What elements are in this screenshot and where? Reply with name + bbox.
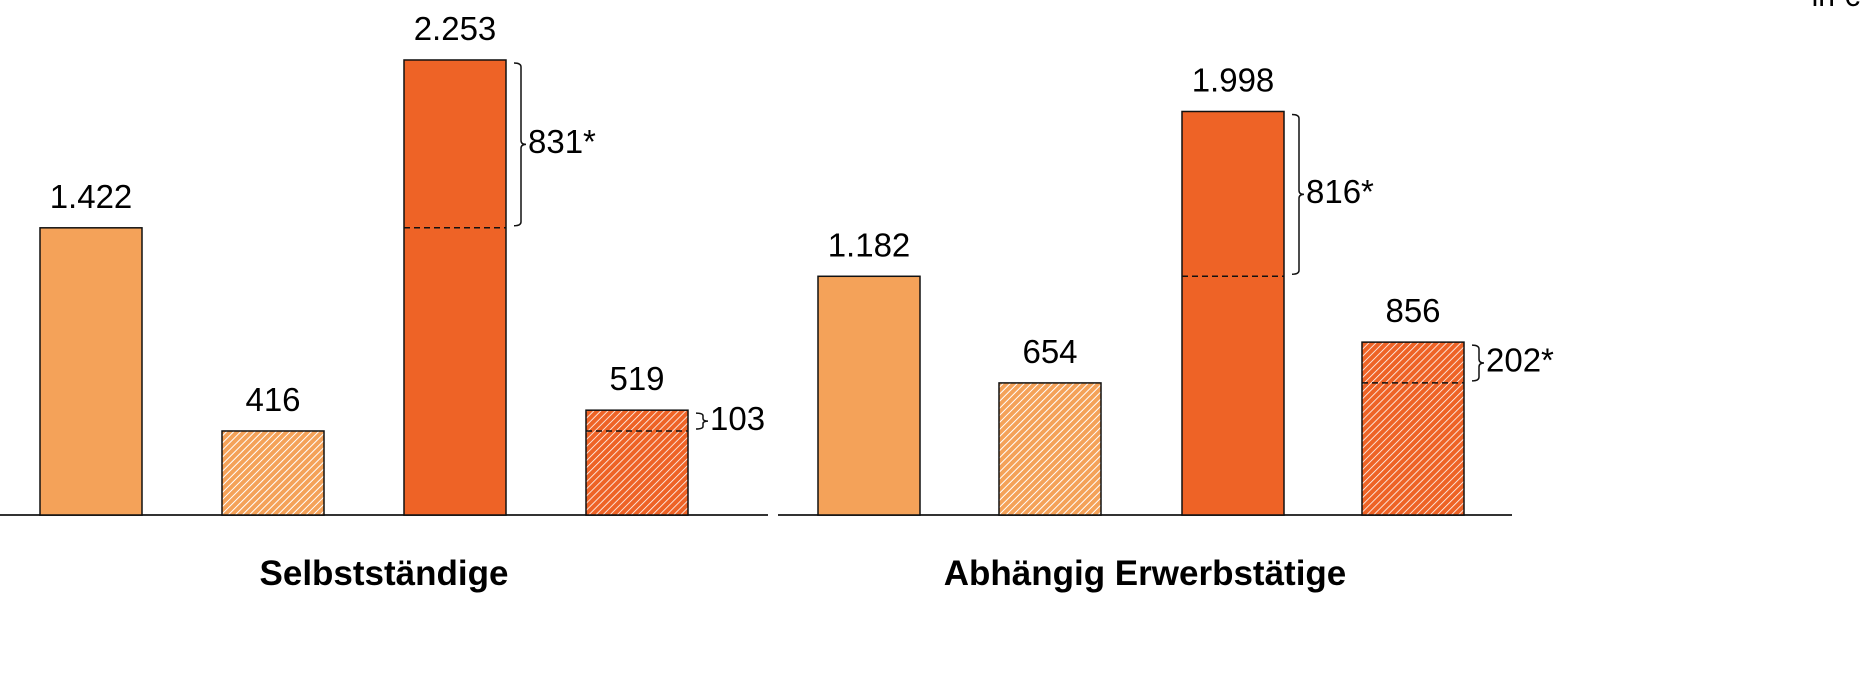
bar-value-label: 1.998 bbox=[1192, 61, 1275, 98]
bar-group-2-1: 1.182 bbox=[817, 226, 921, 516]
bar-group-2-4: 856 202* bbox=[1361, 292, 1554, 516]
bar-group-1-1: 1.422 bbox=[39, 178, 143, 516]
difference-label: 103 bbox=[710, 400, 765, 437]
bar-value-label: 2.253 bbox=[414, 10, 497, 47]
bar bbox=[817, 275, 921, 516]
bar bbox=[403, 59, 507, 516]
bar bbox=[1181, 110, 1285, 516]
bar-group-1-4: 519 103 bbox=[585, 360, 765, 516]
bar bbox=[585, 409, 689, 516]
bar-group-2-2: 654 bbox=[998, 333, 1102, 516]
bar-value-label: 856 bbox=[1385, 292, 1440, 329]
bar bbox=[39, 227, 143, 516]
bar-group-2-3: 1.998 816* bbox=[1181, 61, 1374, 516]
bar-value-label: 416 bbox=[245, 381, 300, 418]
bar-value-label: 519 bbox=[609, 360, 664, 397]
bar bbox=[221, 430, 325, 516]
bar-value-label: 1.422 bbox=[50, 178, 133, 215]
group-label: Selbstständige bbox=[260, 554, 509, 593]
bar-value-label: 1.182 bbox=[828, 226, 911, 263]
difference-label: 816* bbox=[1306, 173, 1374, 210]
bar-group-1-2: 416 bbox=[221, 381, 325, 516]
bar bbox=[1361, 341, 1465, 516]
difference-brace bbox=[513, 62, 527, 227]
group-1: 1.422 416 2.253 831* 519 103 Selbstständige bbox=[0, 10, 768, 593]
difference-brace bbox=[695, 412, 709, 430]
bar bbox=[998, 382, 1102, 516]
difference-brace bbox=[1291, 113, 1305, 276]
bar-group-1-3: 2.253 831* bbox=[403, 10, 596, 516]
unit-label: in € bbox=[1812, 0, 1860, 13]
difference-label: 202* bbox=[1486, 342, 1554, 379]
difference-label: 831* bbox=[528, 123, 596, 160]
difference-brace bbox=[1471, 344, 1485, 382]
group-2: 1.182 654 1.998 816* 856 202* Abhängig Erwerbs… bbox=[778, 61, 1554, 593]
group-label: Abhängig Erwerbstätige bbox=[944, 554, 1347, 593]
bar-value-label: 654 bbox=[1022, 333, 1077, 370]
